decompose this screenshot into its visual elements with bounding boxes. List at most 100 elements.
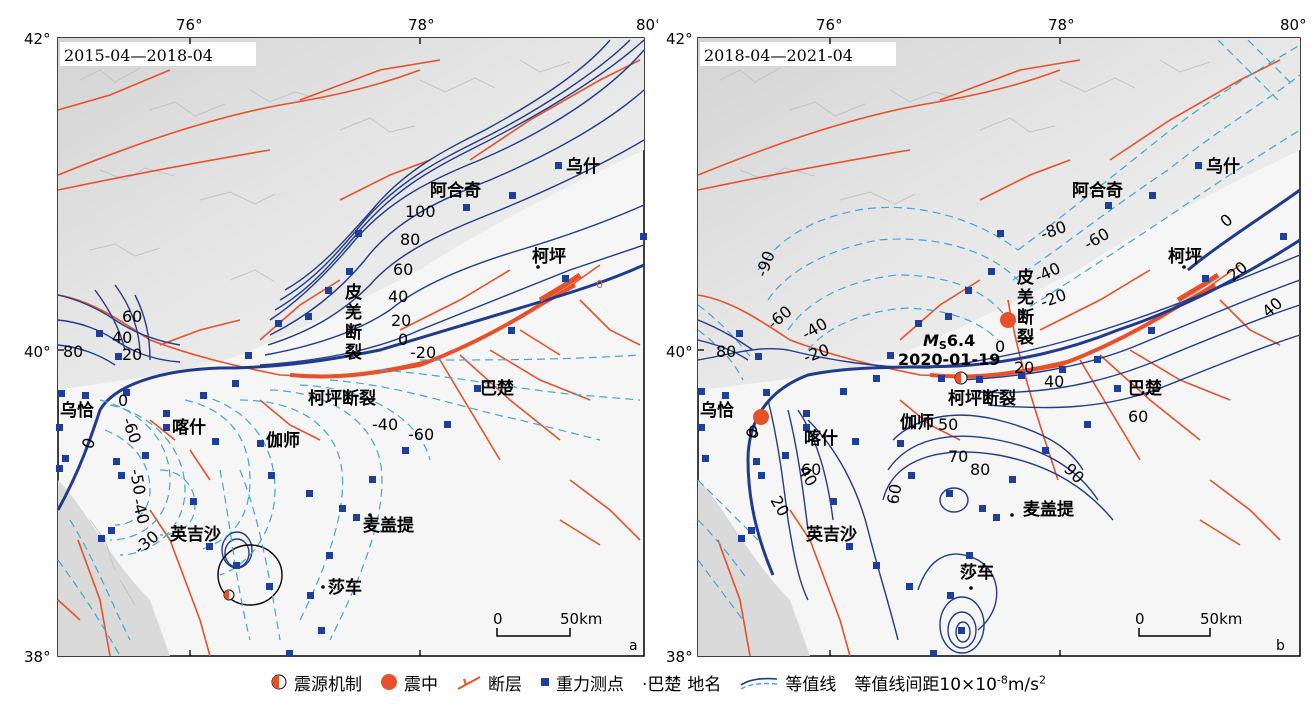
scale-end: 50km [560,610,602,628]
place-maigaiti: 麦盖提 [363,515,415,536]
fault-label-piqiang: 皮 [1017,267,1034,288]
zero-contour-thick [746,238,1301,576]
place-maigaiti: 麦盖提 [1023,499,1075,520]
keping-fault-thick [929,283,1216,379]
legend-label: ·巴楚 [641,674,682,695]
legend-label: 等值线 [785,674,837,695]
panel-letter: b [1276,638,1285,654]
gravity-station-icon [540,678,549,686]
scale-end: 50km [1200,610,1242,628]
contour-label: 60 [883,482,905,505]
lat-label: 38° [24,648,51,664]
legend-gravity-station: 重力测点 [540,670,624,695]
fault-line-icon [457,676,481,690]
place-yingjisha: 英吉沙 [806,524,857,545]
svg-text:0: 0 [596,278,603,291]
fault-label-piqiang: 断 [1017,307,1034,328]
contour-label: 80 [400,230,420,249]
fault-label-piqiang: 裂 [344,342,362,363]
lat-label: 42° [666,30,693,48]
epicenter-marker [753,409,769,425]
place-jiashi: 伽师 [900,412,934,433]
legend-epicenter: 震中 [380,670,438,695]
lat-label: 42° [24,30,51,48]
place-kashi: 喀什 [172,417,206,438]
panel-date-label: 2015-04—2018-04 [64,46,213,65]
contour-label: 70 [948,447,968,466]
contour-label: 60 [1128,407,1148,426]
zero-contour-thick-upper [1187,188,1301,272]
legend-label: 震中 [403,674,438,695]
mountain-relief [698,38,1300,390]
place-wuqia: 乌恰 [60,400,94,421]
legend-place: ·巴楚 地名 [642,670,721,695]
event-date: 2020-01-19 [898,350,1000,369]
scale-bar [496,628,571,637]
zero-contour-thick [56,263,645,511]
contour-label: 40 [112,328,132,347]
fault-label-piqiang: 皮 [345,282,362,303]
lon-label: 78° [408,16,435,34]
fault-label-piqiang: 羌 [345,302,362,323]
scale-bar [1138,628,1211,637]
place-wushi: 乌什 [566,156,600,177]
contour-label: 60 [122,307,142,326]
legend-contour-interval: 等值线间距10×10-8m/s2 [854,670,1046,695]
contour-label: 50 [938,415,958,434]
contour-label: 20 [122,345,142,364]
legend-label: 震源机制 [293,674,362,695]
map-legend: 震源机制 震中 断层 重力测点 ·巴楚 地名 等值线 等值线间距10×10-8m… [0,664,1316,700]
lat-label: 38° [666,648,693,664]
lon-label: 76° [816,16,843,34]
place-yingjisha: 英吉沙 [170,524,221,545]
epicenter-marker [1000,312,1016,328]
place-keping: 柯坪 [1168,246,1202,267]
fault-label-piqiang: 裂 [1016,327,1034,348]
contour-label: 80 [970,460,990,479]
fault-label-keping: 柯坪断裂 [308,388,376,409]
lat-label: 40° [24,343,51,361]
fault-label-piqiang: 断 [345,322,362,343]
contour-label: -50 [126,467,149,496]
lon-label: 78° [1048,16,1075,34]
place-wuqia: 乌恰 [700,400,734,421]
negative-contours [57,354,641,657]
contour-label: -20 [410,343,436,362]
mountain-relief [58,38,644,390]
panel-letter: a [629,638,638,654]
lon-label: 80° [636,16,658,34]
lat-label: 40° [666,343,693,361]
legend-label: 等值线间距10×10-8m/s2 [854,672,1047,695]
gravity-stations [56,162,647,657]
scale-zero: 0 [493,610,503,628]
contour-label: -60 [408,425,434,444]
negative-contours [697,39,1301,621]
place-shache: 莎车 [960,562,994,583]
fault-label-piqiang: 羌 [1017,287,1034,308]
place-bachu: 巴楚 [480,378,515,399]
contour-label: -40 [372,415,398,434]
place-kashi: 喀什 [804,428,838,449]
contour-label: 60 [393,260,413,279]
positive-contours [57,39,645,606]
panel-date-label: 2018-04—2021-04 [704,46,853,65]
contour-label: 0 [118,391,128,410]
place-jiashi: 伽师 [266,430,300,451]
place-keping: 柯坪 [532,246,566,267]
keping-fault-thick [289,283,576,379]
contour-line-icon [740,677,778,690]
contour-label: 0 [748,422,758,441]
positive-contours [697,254,1301,654]
epicenter-icon [380,674,397,690]
contour-label: 0 [398,330,408,349]
lon-label: 76° [176,16,203,34]
place-wushi: 乌什 [1206,156,1240,177]
contour-label: 40 [1044,372,1064,391]
scale-zero: 0 [1135,610,1145,628]
panel-a-map: 0 100 80 60 40 20 0 -20 -40 -60 60 40 80… [24,16,658,664]
place-bachu: 巴楚 [1128,378,1163,399]
panel-b-map: -90 -80 -60 -40 -20 0 -60 -40 -20 0 20 4… [666,16,1307,664]
legend-contour: 等值线 [739,670,836,695]
event-magnitude: MS6.4 [923,331,975,352]
place-aheqi: 阿合奇 [1072,180,1123,201]
